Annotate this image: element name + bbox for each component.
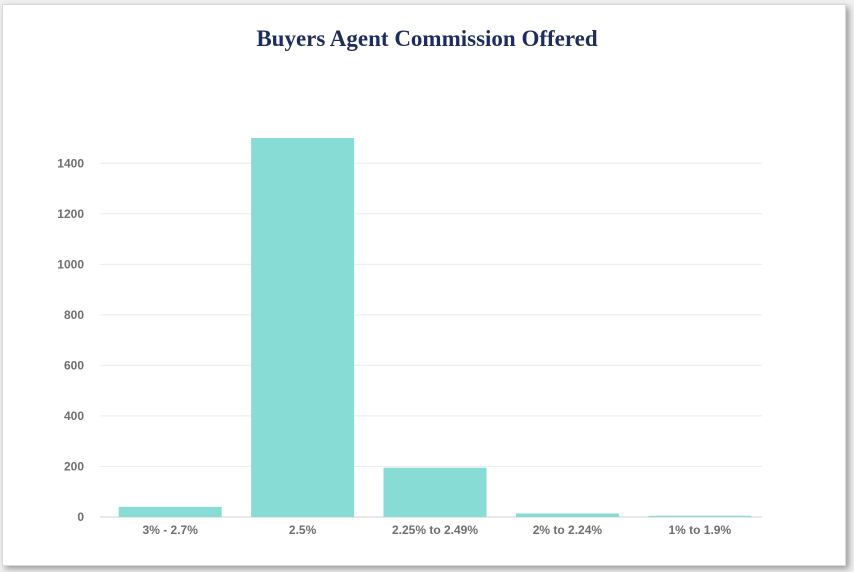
bar — [251, 138, 355, 517]
bar — [383, 467, 487, 517]
bar — [648, 515, 752, 517]
bar — [515, 513, 619, 517]
x-tick-label: 2.5% — [289, 523, 317, 537]
bar — [118, 506, 222, 517]
y-tick-label: 400 — [64, 409, 84, 423]
chart-title: Buyers Agent Commission Offered — [256, 26, 598, 51]
y-tick-label: 1000 — [57, 257, 84, 271]
x-tick-label: 1% to 1.9% — [668, 523, 731, 537]
y-tick-label: 800 — [64, 308, 84, 322]
y-tick-label: 1400 — [57, 156, 84, 170]
y-tick-label: 1200 — [57, 207, 84, 221]
x-tick-label: 3% - 2.7% — [143, 523, 199, 537]
y-tick-label: 600 — [64, 358, 84, 372]
y-tick-label: 0 — [77, 510, 84, 524]
x-tick-label: 2% to 2.24% — [533, 523, 603, 537]
x-tick-label: 2.25% to 2.49% — [392, 523, 478, 537]
y-tick-label: 200 — [64, 459, 84, 473]
